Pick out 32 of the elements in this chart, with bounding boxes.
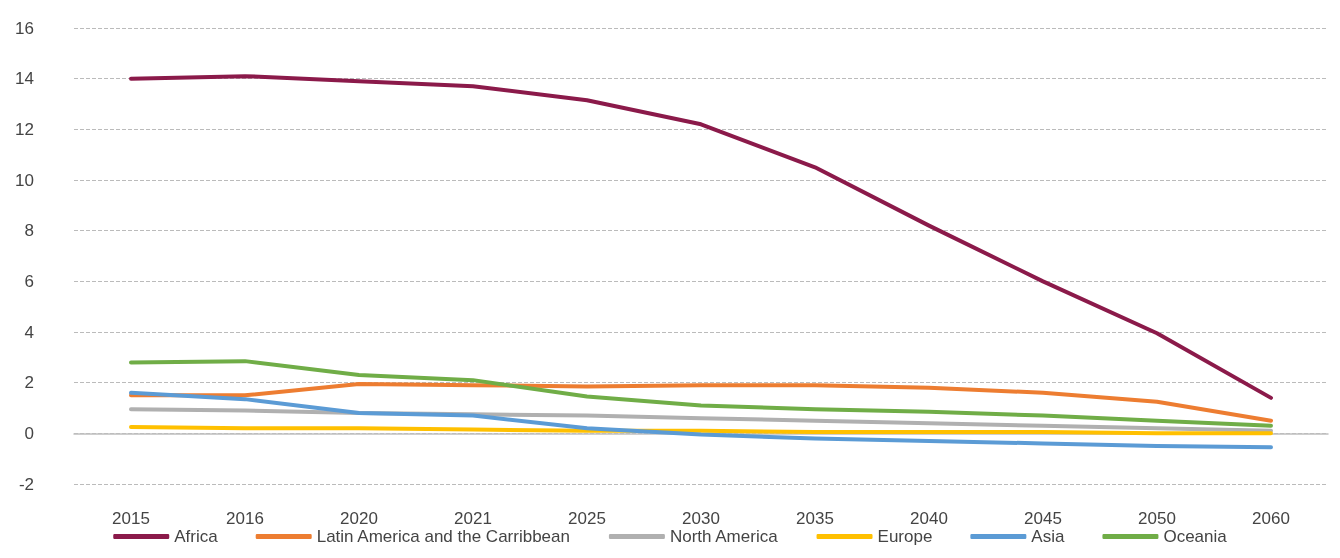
line-series [129, 381, 1273, 423]
legend-label: Latin America and the Carribbean [316, 527, 570, 546]
x-tick-label: 2016 [226, 509, 264, 528]
x-tick-label: 2050 [1138, 509, 1176, 528]
y-tick-label: 10 [15, 170, 34, 190]
line-series [129, 390, 1273, 450]
x-tick-label: 2021 [454, 509, 492, 528]
line-series [129, 74, 1273, 400]
x-tick-label: 2020 [340, 509, 378, 528]
legend-label: North America [669, 527, 779, 546]
y-tick-label: 2 [24, 373, 34, 393]
legend-label: Europe [877, 527, 933, 546]
line-series [129, 359, 1273, 428]
legend-label: Africa [174, 527, 219, 546]
y-tick-label: 0 [24, 423, 34, 443]
x-tick-label: 2035 [796, 509, 834, 528]
y-tick-label: 12 [15, 119, 34, 139]
x-tick-label: 2015 [112, 509, 150, 528]
y-tick-label: 4 [24, 322, 34, 342]
x-tick-label: 2040 [910, 509, 948, 528]
legend-label: Asia [1031, 527, 1065, 546]
y-tick-label: 16 [15, 18, 34, 38]
y-tick-label: 8 [24, 221, 34, 241]
x-tick-label: 2030 [682, 509, 720, 528]
x-tick-label: 2060 [1252, 509, 1290, 528]
y-tick-label: 6 [24, 271, 34, 291]
x-tick-label: 2045 [1024, 509, 1062, 528]
x-tick-label: 2025 [568, 509, 606, 528]
y-tick-label: 14 [15, 69, 34, 89]
y-tick-label: -2 [18, 474, 34, 494]
legend-label: Oceania [1163, 527, 1228, 546]
line-series [129, 425, 1273, 436]
